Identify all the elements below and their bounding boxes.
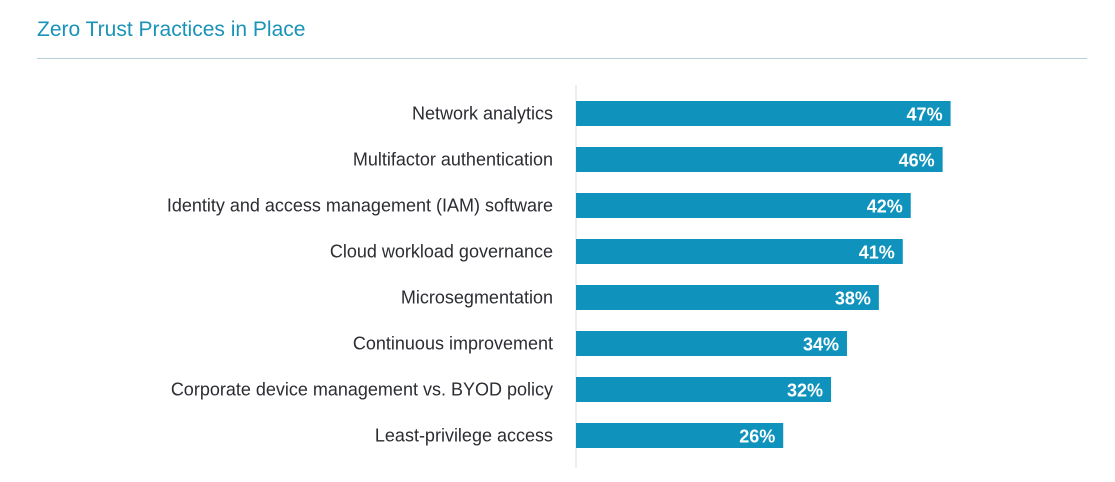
category-label: Microsegmentation xyxy=(401,288,553,308)
category-label: Network analytics xyxy=(412,104,553,124)
bar-row: Microsegmentation 38% xyxy=(401,285,879,310)
chart-title: Zero Trust Practices in Place xyxy=(37,18,306,41)
bar xyxy=(576,193,911,218)
bar-row: Least-privilege access 26% xyxy=(375,423,784,448)
value-label: 32% xyxy=(787,381,823,401)
bar xyxy=(576,331,847,356)
category-label: Least-privilege access xyxy=(375,426,553,446)
value-label: 38% xyxy=(835,289,871,309)
category-label: Multifactor authentication xyxy=(353,150,553,170)
bar-row: Identity and access management (IAM) sof… xyxy=(167,193,911,218)
value-label: 34% xyxy=(803,335,839,355)
bar xyxy=(576,147,943,172)
category-label: Corporate device management vs. BYOD pol… xyxy=(171,380,553,400)
value-label: 26% xyxy=(739,427,775,447)
bar-row: Network analytics 47% xyxy=(412,101,951,126)
bar-row: Continuous improvement 34% xyxy=(353,331,847,356)
value-label: 47% xyxy=(907,105,943,125)
bar-row: Corporate device management vs. BYOD pol… xyxy=(171,377,832,402)
bar xyxy=(576,423,784,448)
value-label: 46% xyxy=(899,151,935,171)
value-label: 42% xyxy=(867,197,903,217)
bar xyxy=(576,377,832,402)
category-label: Continuous improvement xyxy=(353,334,553,354)
bar xyxy=(576,239,903,264)
bar-row: Cloud workload governance 41% xyxy=(330,239,903,264)
bar-row: Multifactor authentication 46% xyxy=(353,147,943,172)
bar xyxy=(576,101,951,126)
category-label: Identity and access management (IAM) sof… xyxy=(167,196,553,216)
category-label: Cloud workload governance xyxy=(330,242,553,262)
bar xyxy=(576,285,879,310)
title-divider xyxy=(37,58,1087,59)
value-label: 41% xyxy=(859,243,895,263)
